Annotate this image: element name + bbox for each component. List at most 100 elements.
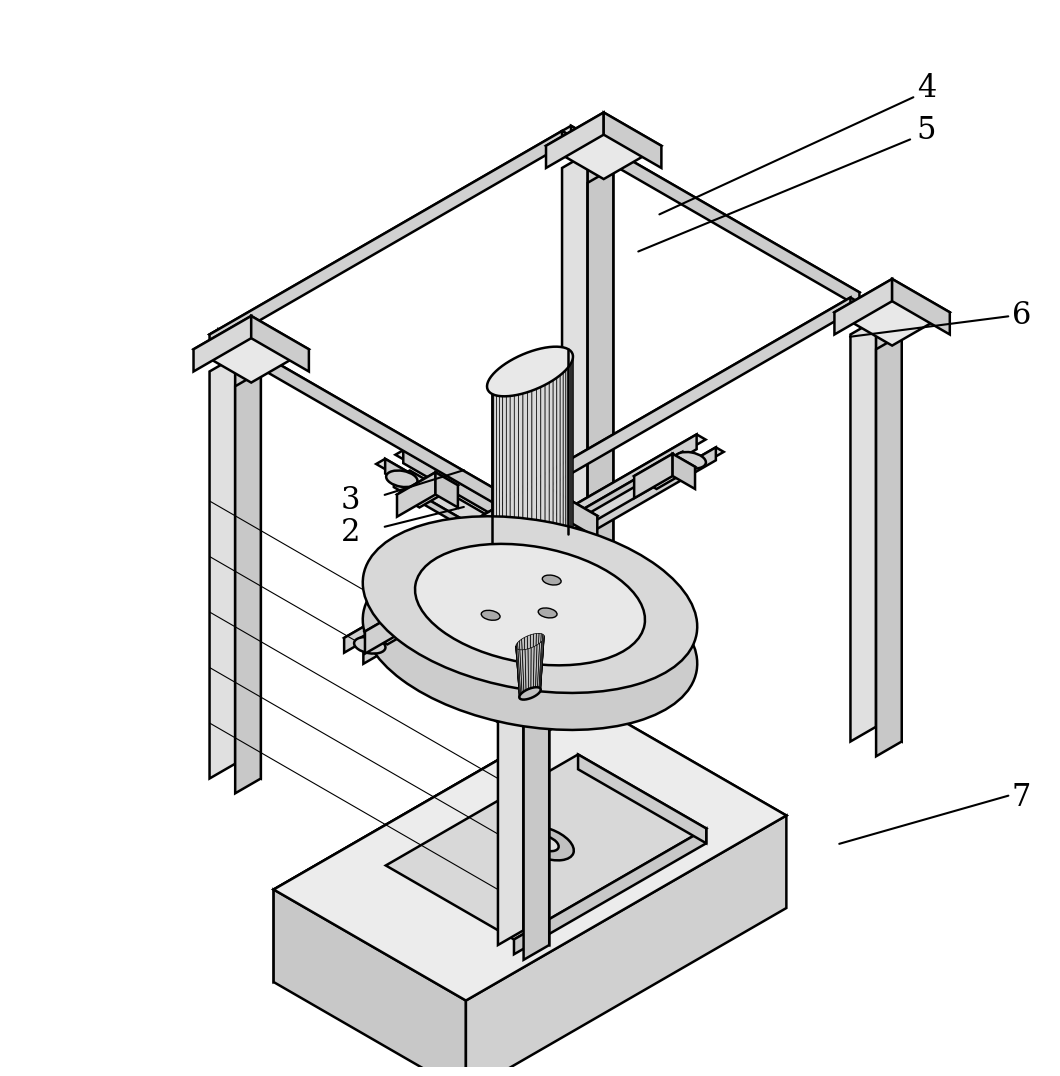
Polygon shape	[507, 639, 513, 678]
Ellipse shape	[354, 637, 386, 653]
Polygon shape	[251, 316, 308, 371]
Polygon shape	[525, 649, 529, 699]
Polygon shape	[525, 636, 528, 691]
Polygon shape	[501, 540, 559, 574]
Polygon shape	[364, 448, 724, 655]
Polygon shape	[552, 555, 554, 606]
Ellipse shape	[642, 619, 674, 635]
Polygon shape	[530, 634, 533, 689]
Polygon shape	[590, 591, 593, 632]
Polygon shape	[555, 552, 556, 601]
Polygon shape	[602, 591, 640, 635]
Polygon shape	[498, 523, 524, 945]
Polygon shape	[489, 641, 494, 679]
Polygon shape	[533, 631, 540, 670]
Ellipse shape	[504, 542, 556, 570]
Polygon shape	[210, 356, 235, 779]
Polygon shape	[528, 569, 531, 619]
Polygon shape	[494, 395, 496, 581]
Polygon shape	[540, 627, 546, 668]
Polygon shape	[522, 637, 526, 692]
Polygon shape	[518, 649, 523, 699]
Polygon shape	[584, 598, 587, 639]
Polygon shape	[514, 829, 706, 954]
Polygon shape	[570, 351, 571, 537]
Polygon shape	[576, 606, 580, 647]
Polygon shape	[531, 647, 534, 698]
Polygon shape	[519, 636, 526, 675]
Polygon shape	[518, 394, 523, 580]
Polygon shape	[487, 346, 573, 396]
Polygon shape	[513, 638, 519, 676]
Ellipse shape	[543, 575, 561, 585]
Polygon shape	[376, 458, 673, 631]
Polygon shape	[404, 609, 426, 645]
Polygon shape	[546, 113, 604, 168]
Polygon shape	[526, 570, 528, 620]
Polygon shape	[523, 392, 528, 579]
Polygon shape	[403, 450, 692, 629]
Polygon shape	[194, 316, 308, 383]
Polygon shape	[479, 640, 484, 679]
Polygon shape	[498, 297, 850, 515]
Polygon shape	[536, 387, 541, 574]
Polygon shape	[541, 636, 545, 691]
Polygon shape	[533, 645, 537, 697]
Polygon shape	[386, 754, 706, 939]
Polygon shape	[543, 563, 546, 612]
Polygon shape	[540, 638, 544, 692]
Polygon shape	[587, 153, 614, 575]
Polygon shape	[546, 113, 661, 179]
Polygon shape	[519, 650, 525, 699]
Polygon shape	[562, 126, 860, 297]
Polygon shape	[562, 153, 587, 575]
Polygon shape	[498, 297, 860, 506]
Polygon shape	[602, 591, 662, 626]
Polygon shape	[465, 567, 595, 641]
Polygon shape	[482, 482, 597, 549]
Polygon shape	[519, 639, 524, 693]
Polygon shape	[534, 567, 537, 617]
Polygon shape	[502, 396, 507, 581]
Polygon shape	[540, 564, 543, 613]
Polygon shape	[552, 621, 559, 662]
Polygon shape	[640, 591, 662, 626]
Polygon shape	[522, 544, 666, 627]
Polygon shape	[537, 641, 542, 695]
Polygon shape	[514, 395, 518, 580]
Text: 2: 2	[340, 518, 360, 548]
Text: 6: 6	[1012, 300, 1031, 331]
Polygon shape	[548, 558, 550, 609]
Polygon shape	[545, 383, 549, 570]
Polygon shape	[634, 454, 695, 489]
Polygon shape	[273, 705, 787, 1001]
Polygon shape	[365, 609, 404, 653]
Polygon shape	[519, 572, 523, 621]
Polygon shape	[523, 571, 526, 620]
Polygon shape	[499, 396, 502, 581]
Polygon shape	[555, 541, 556, 591]
Polygon shape	[571, 126, 860, 307]
Polygon shape	[531, 568, 534, 618]
Text: 7: 7	[1012, 781, 1031, 812]
Polygon shape	[541, 385, 545, 572]
Polygon shape	[273, 705, 594, 982]
Text: 5: 5	[917, 115, 936, 146]
Polygon shape	[549, 380, 553, 568]
Polygon shape	[566, 367, 568, 555]
Polygon shape	[876, 335, 902, 756]
Polygon shape	[559, 618, 565, 659]
Polygon shape	[365, 609, 426, 645]
Ellipse shape	[363, 553, 697, 730]
Polygon shape	[398, 472, 436, 516]
Polygon shape	[506, 572, 508, 621]
Polygon shape	[516, 642, 520, 695]
Polygon shape	[593, 587, 594, 628]
Polygon shape	[500, 640, 507, 678]
Ellipse shape	[481, 610, 500, 620]
Polygon shape	[487, 532, 573, 581]
Polygon shape	[527, 635, 530, 690]
Polygon shape	[568, 365, 570, 552]
Polygon shape	[473, 638, 476, 677]
Ellipse shape	[674, 452, 706, 468]
